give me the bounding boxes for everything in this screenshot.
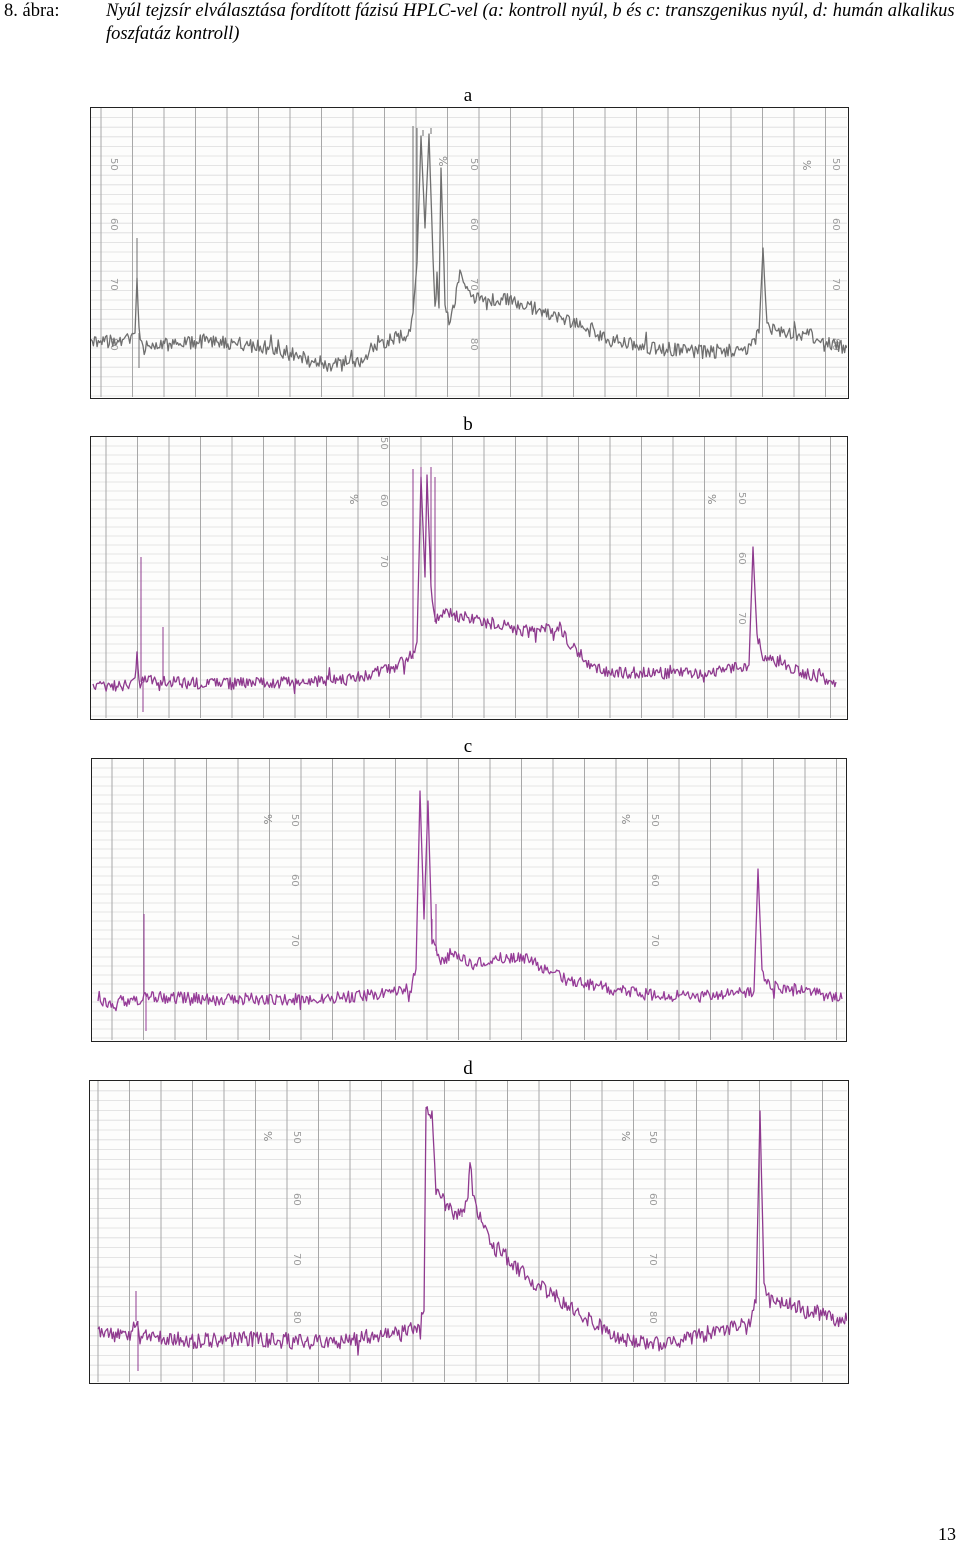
grid-horizontal <box>91 117 847 397</box>
chromatogram-trace <box>92 474 837 695</box>
chromatogram-trace <box>97 790 843 1012</box>
scale-label: 50 <box>647 1131 658 1144</box>
scale-label: 60 <box>289 874 300 887</box>
scale-label: 50 <box>108 158 119 171</box>
scale-label: 50 <box>378 437 389 450</box>
grid-vertical <box>111 759 837 1040</box>
grid-horizontal <box>90 1090 847 1376</box>
scale-label: 70 <box>647 1253 658 1266</box>
panel-label-d: d <box>463 1058 473 1079</box>
scale-label: 80 <box>647 1311 658 1324</box>
scale-label: 60 <box>291 1193 302 1206</box>
panel-label-c: c <box>463 736 473 757</box>
percent-mark: % <box>261 1131 274 1141</box>
chromatogram-panel-c: 50 60 70 50 60 70%% <box>91 758 847 1042</box>
chromatogram-panel-d: 50 60 70 80 50 60 70 80%% <box>89 1080 849 1384</box>
scale-label: 70 <box>649 934 660 947</box>
scale-label: 50 <box>291 1131 302 1144</box>
scale-label: 60 <box>830 218 841 231</box>
scale-label: 60 <box>468 218 479 231</box>
chromatogram-panel-b: 50 60 70 50 60 70%% <box>90 436 848 720</box>
scale-label: 70 <box>378 555 389 568</box>
percent-mark: % <box>619 814 632 824</box>
figure-caption-text: Nyúl tejzsír elválasztása fordított fázi… <box>106 1 955 44</box>
scale-label: 60 <box>647 1193 658 1206</box>
scale-label: 50 <box>649 814 660 827</box>
scale-label: 70 <box>108 278 119 291</box>
chromatogram-b: 50 60 70 50 60 70%% <box>91 437 846 718</box>
percent-mark: % <box>619 1131 632 1141</box>
chromatogram-trace <box>97 1106 847 1356</box>
scale-label: 70 <box>736 612 747 625</box>
panel-label-b: b <box>463 414 473 435</box>
scale-label: 50 <box>830 158 841 171</box>
scale-label: 50 <box>289 814 300 827</box>
chromatogram-d: 50 60 70 80 50 60 70 80%% <box>90 1081 847 1382</box>
percent-mark: % <box>261 814 274 824</box>
percent-mark: % <box>705 494 718 504</box>
scale-label: 60 <box>736 552 747 565</box>
scale-label: 80 <box>468 338 479 351</box>
page-number: 13 <box>938 1524 956 1544</box>
chromatogram-trace <box>91 133 847 372</box>
scale-label: 70 <box>289 934 300 947</box>
percent-mark: % <box>800 160 813 170</box>
panel-label-a: a <box>463 85 473 106</box>
percent-mark: % <box>436 156 449 166</box>
scale-label: 60 <box>108 218 119 231</box>
scale-label: 60 <box>378 494 389 507</box>
scale-label: 70 <box>468 278 479 291</box>
scale-label: 60 <box>649 874 660 887</box>
scale-label: 50 <box>736 492 747 505</box>
scale-label: 70 <box>830 278 841 291</box>
figure-label: 8. ábra: <box>4 1 60 21</box>
grid-vertical <box>105 437 831 718</box>
grid-horizontal <box>92 767 845 1039</box>
scale-label: 50 <box>468 158 479 171</box>
chromatogram-c: 50 60 70 50 60 70%% <box>92 759 845 1040</box>
percent-mark: % <box>347 494 360 504</box>
scale-label: 70 <box>291 1253 302 1266</box>
grid-horizontal <box>91 445 846 717</box>
scale-label: 80 <box>291 1311 302 1324</box>
chromatogram-panel-a: 50 60 70 80 50 60 70 80 50 60 70 80%% <box>90 107 849 399</box>
